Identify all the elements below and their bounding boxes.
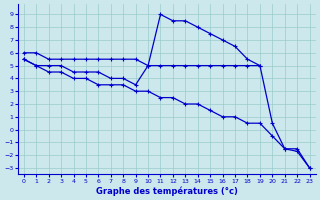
X-axis label: Graphe des températures (°c): Graphe des températures (°c) xyxy=(96,186,238,196)
